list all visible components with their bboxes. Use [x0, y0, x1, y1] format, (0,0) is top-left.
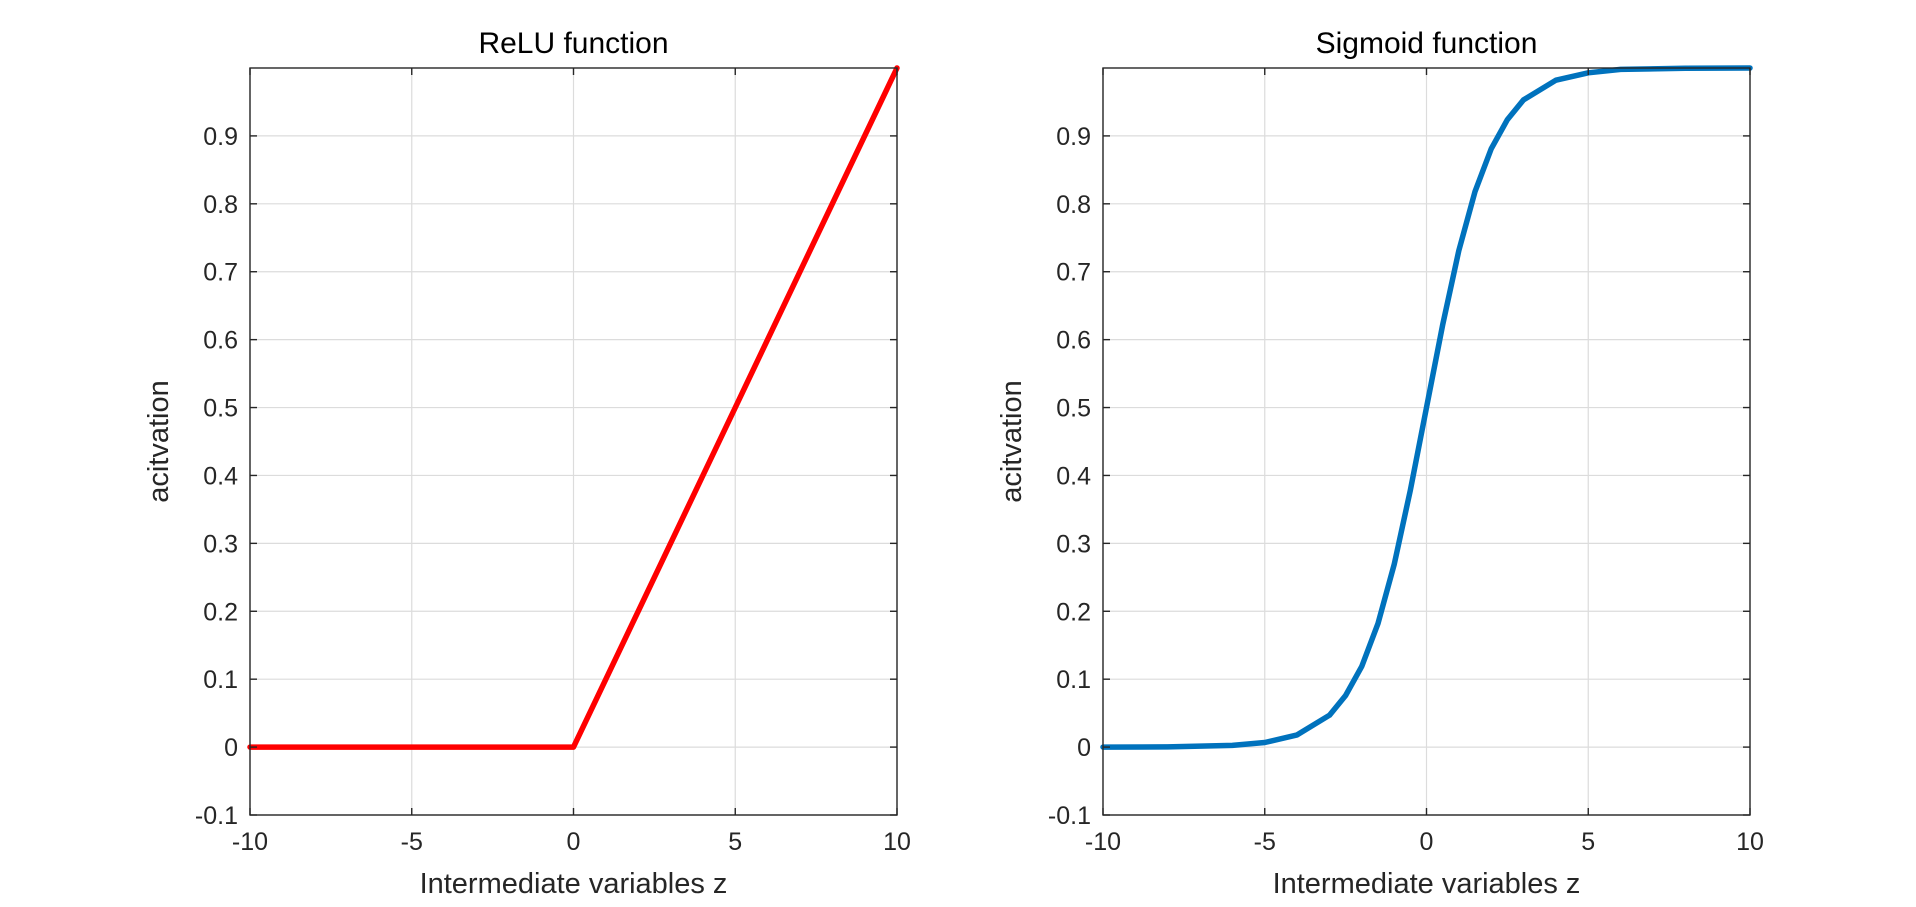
sigmoid-x-tick-label-1: -5	[1254, 828, 1276, 856]
sigmoid-series-group	[1100, 65, 1753, 750]
sigmoid-y-tick-label-6: 0.5	[1056, 395, 1091, 423]
relu-x-tick-label-4: 10	[883, 828, 911, 856]
sigmoid-y-tick-label-2: 0.1	[1056, 666, 1091, 694]
relu-grid	[249, 68, 898, 816]
relu-y-tick-label-1: 0	[224, 734, 238, 762]
relu-chart-title: ReLU function	[478, 27, 668, 60]
relu-y-tick-label-3: 0.2	[203, 598, 238, 626]
sigmoid-y-tick-label-10: 0.9	[1056, 123, 1091, 151]
sigmoid-x-tick-labels: -10 -5 0 5 10	[1085, 828, 1764, 856]
sigmoid-tick-marks	[1102, 68, 1751, 816]
relu-x-tick-labels: -10 -5 0 5 10	[232, 828, 911, 856]
relu-x-tick-label-0: -10	[232, 828, 268, 856]
relu-y-tick-label-0: -0.1	[195, 802, 238, 830]
relu-y-axis-label: acitvation	[143, 380, 175, 503]
relu-y-tick-labels: -0.1 0 0.1 0.2 0.3 0.4 0.5 0.6 0.7 0.8 0.9	[195, 123, 238, 830]
relu-x-tick-label-3: 5	[728, 828, 742, 856]
relu-y-tick-label-6: 0.5	[203, 395, 238, 423]
sigmoid-y-tick-label-0: -0.1	[1048, 802, 1091, 830]
sigmoid-y-tick-label-7: 0.6	[1056, 327, 1091, 355]
sigmoid-x-tick-label-3: 5	[1581, 828, 1595, 856]
relu-y-tick-label-8: 0.7	[203, 259, 238, 287]
sigmoid-x-tick-label-2: 0	[1420, 828, 1434, 856]
relu-y-tick-label-10: 0.9	[203, 123, 238, 151]
relu-tick-marks	[249, 68, 898, 816]
relu-y-tick-label-5: 0.4	[203, 462, 238, 490]
sigmoid-y-tick-label-5: 0.4	[1056, 462, 1091, 490]
relu-series-group	[247, 65, 900, 750]
sigmoid-x-tick-label-4: 10	[1736, 828, 1764, 856]
sigmoid-y-tick-label-8: 0.7	[1056, 259, 1091, 287]
relu-x-tick-label-2: 0	[567, 828, 581, 856]
relu-chart-panel: -10 -5 0 5 10 -0.1 0 0.1 0.2 0.3 0.4 0.5 0.6 0.7 0.8 0…	[143, 27, 911, 900]
sigmoid-series-line-0	[1100, 65, 1753, 750]
relu-y-tick-label-7: 0.6	[203, 327, 238, 355]
relu-y-tick-label-2: 0.1	[203, 666, 238, 694]
sigmoid-x-axis-label: Intermediate variables z	[1273, 868, 1581, 900]
sigmoid-x-tick-label-0: -10	[1085, 828, 1121, 856]
sigmoid-chart-panel: -10 -5 0 5 10 -0.1 0 0.1 0.2 0.3 0.4 0.5 0.6 0.7 0.8 0…	[996, 27, 1764, 900]
sigmoid-y-axis-label: acitvation	[996, 380, 1028, 503]
relu-y-tick-label-4: 0.3	[203, 530, 238, 558]
sigmoid-y-tick-label-4: 0.3	[1056, 530, 1091, 558]
sigmoid-y-tick-label-1: 0	[1077, 734, 1091, 762]
relu-series-line-0	[247, 65, 900, 750]
relu-y-tick-label-9: 0.8	[203, 191, 238, 219]
relu-x-axis-label: Intermediate variables z	[420, 868, 728, 900]
sigmoid-y-tick-labels: -0.1 0 0.1 0.2 0.3 0.4 0.5 0.6 0.7 0.8 0.9	[1048, 123, 1091, 830]
sigmoid-y-tick-label-3: 0.2	[1056, 598, 1091, 626]
sigmoid-grid	[1102, 68, 1751, 816]
relu-x-tick-label-1: -5	[401, 828, 423, 856]
sigmoid-chart-title: Sigmoid function	[1316, 27, 1538, 60]
sigmoid-y-tick-label-9: 0.8	[1056, 191, 1091, 219]
